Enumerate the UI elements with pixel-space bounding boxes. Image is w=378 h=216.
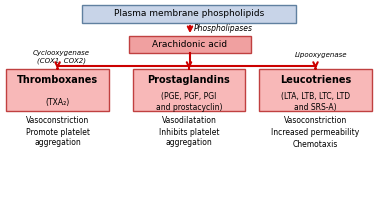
Text: (LTA, LTB, LTC, LTD
and SRS-A): (LTA, LTB, LTC, LTD and SRS-A) [281,92,350,112]
Text: Lipooxygenase: Lipooxygenase [295,52,348,58]
FancyBboxPatch shape [259,69,372,111]
Text: Increased permeability: Increased permeability [271,128,359,137]
FancyBboxPatch shape [129,36,251,53]
Text: Chemotaxis: Chemotaxis [293,140,338,149]
Text: Arachidonic acid: Arachidonic acid [152,40,228,49]
Text: Leucotrienes: Leucotrienes [280,75,351,85]
Text: Vasodilatation: Vasodilatation [161,116,217,125]
Text: (PGE, PGF, PGI
and prostacyclin): (PGE, PGF, PGI and prostacyclin) [156,92,222,112]
Text: Phospholipases: Phospholipases [194,24,253,33]
FancyBboxPatch shape [133,69,245,111]
Text: Cyclooxygenase
(COX1, COX2): Cyclooxygenase (COX1, COX2) [33,51,90,64]
Text: Promote platelet
aggregation: Promote platelet aggregation [25,128,90,147]
Text: Vasoconstriction: Vasoconstriction [26,116,89,125]
Text: Thromboxanes: Thromboxanes [17,75,98,85]
FancyBboxPatch shape [6,69,109,111]
Text: Inhibits platelet
aggregation: Inhibits platelet aggregation [159,128,219,147]
Text: (TXA₂): (TXA₂) [45,97,70,106]
Text: Vasoconstriction: Vasoconstriction [284,116,347,125]
FancyBboxPatch shape [82,5,296,23]
Text: Prostaglandins: Prostaglandins [148,75,230,85]
Text: Plasma membrane phospholipids: Plasma membrane phospholipids [114,10,264,19]
